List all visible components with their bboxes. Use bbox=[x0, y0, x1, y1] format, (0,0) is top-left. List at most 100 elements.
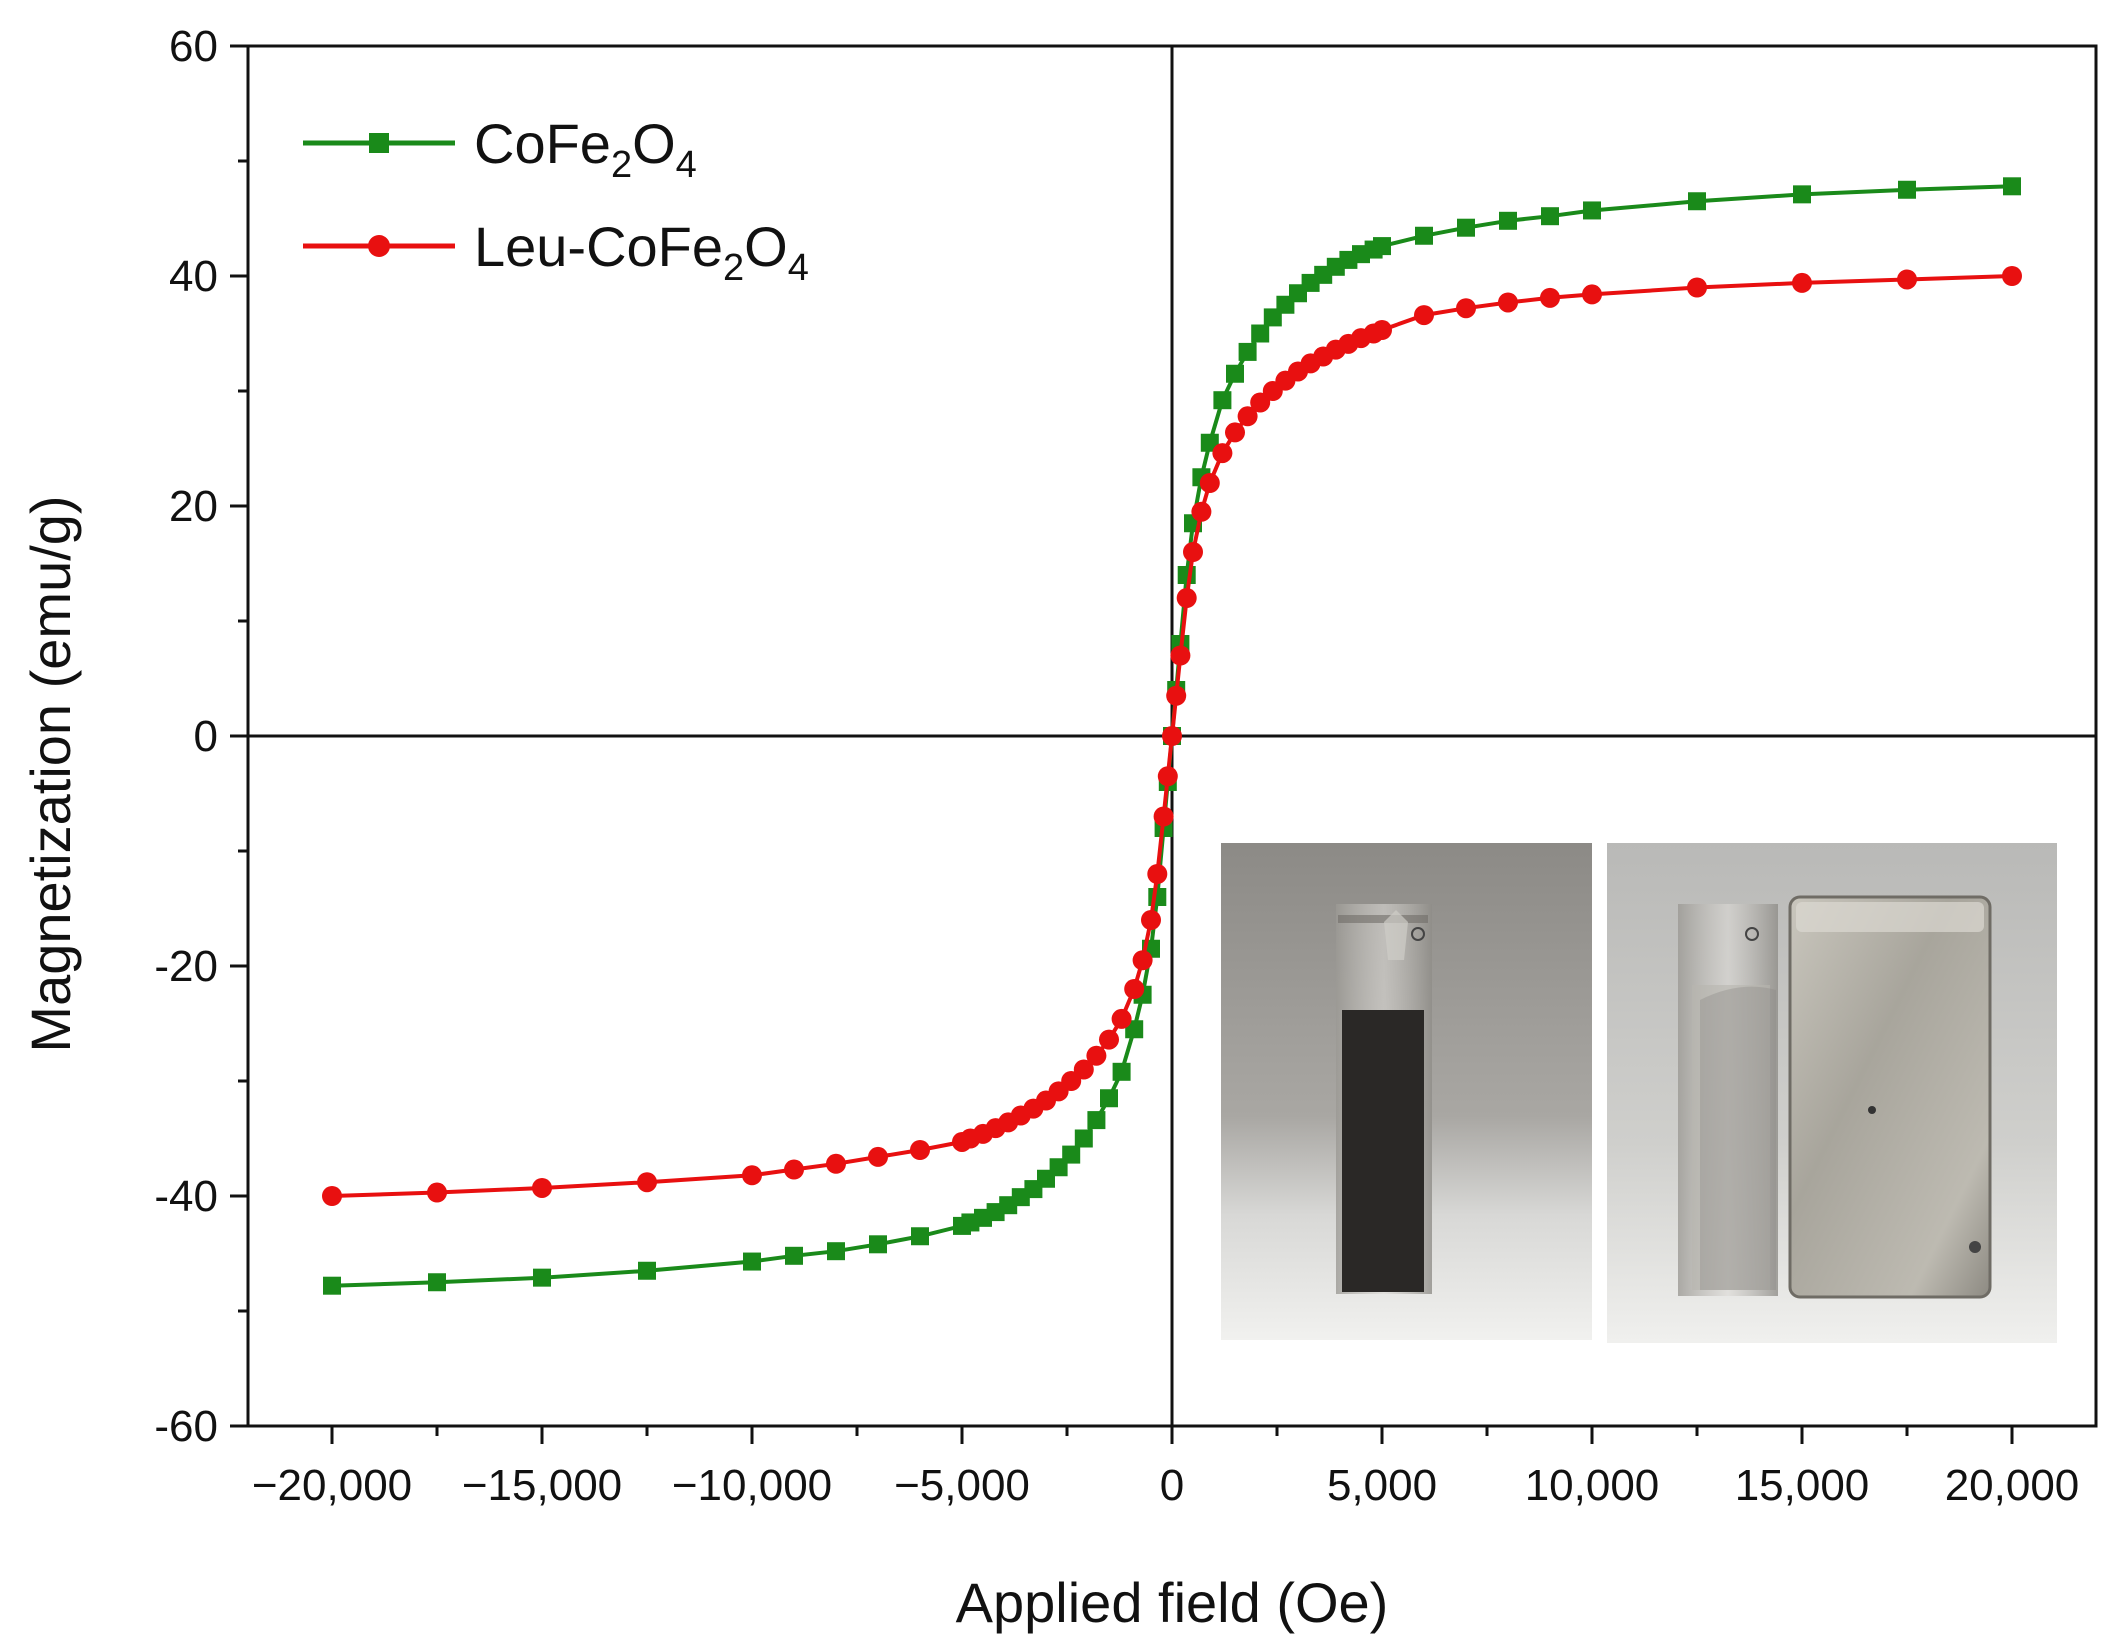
data-point bbox=[1238, 342, 1257, 361]
data-point bbox=[1147, 864, 1168, 884]
data-point bbox=[1166, 685, 1187, 706]
data-point bbox=[1414, 305, 1434, 326]
y-tick-label: -20 bbox=[154, 942, 218, 991]
legend-label-leu-cofe2o4: Leu-CoFe2O4 bbox=[474, 215, 809, 289]
data-point bbox=[1183, 542, 1203, 562]
data-point bbox=[1086, 1045, 1107, 1066]
data-point bbox=[868, 1146, 888, 1167]
data-point bbox=[1792, 272, 1812, 293]
series-leu-cofe2o4 bbox=[322, 266, 2022, 1206]
data-point bbox=[1251, 324, 1270, 343]
x-tick-label: 15,000 bbox=[1735, 1461, 1870, 1510]
data-point bbox=[826, 1153, 846, 1174]
data-point bbox=[1250, 392, 1271, 413]
legend-marker-cofe2o4 bbox=[369, 133, 389, 153]
data-point bbox=[322, 1186, 342, 1206]
x-tick-label: −5,000 bbox=[894, 1461, 1030, 1510]
data-point bbox=[2003, 177, 2021, 196]
inset-photos bbox=[1221, 843, 2057, 1343]
legend: CoFe2O4 Leu-CoFe2O4 bbox=[303, 112, 809, 289]
data-point bbox=[1499, 211, 1517, 230]
x-tick-label: −15,000 bbox=[462, 1461, 622, 1510]
data-point bbox=[1540, 287, 1560, 308]
data-point bbox=[1372, 320, 1392, 341]
data-point bbox=[532, 1177, 552, 1198]
y-axis-title: Magnetization (emu/g) bbox=[19, 495, 82, 1052]
data-point bbox=[1793, 185, 1811, 204]
data-point bbox=[1898, 180, 1916, 199]
data-point bbox=[1176, 588, 1197, 608]
y-tick-label: -40 bbox=[154, 1172, 218, 1221]
data-point bbox=[1457, 218, 1475, 237]
data-point bbox=[1687, 277, 1707, 298]
data-point bbox=[1074, 1129, 1093, 1148]
y-tick-label: 0 bbox=[194, 712, 218, 761]
cuvette-with-magnet-photo bbox=[1607, 843, 2057, 1343]
series-layer bbox=[322, 177, 2022, 1295]
data-point bbox=[1132, 950, 1153, 971]
data-point bbox=[1456, 298, 1476, 319]
x-tick-label: 5,000 bbox=[1327, 1461, 1437, 1510]
data-point bbox=[638, 1261, 656, 1280]
data-point bbox=[1153, 806, 1174, 827]
data-point bbox=[1073, 1059, 1094, 1080]
data-point bbox=[785, 1246, 803, 1265]
data-point bbox=[1688, 192, 1706, 211]
data-point bbox=[1099, 1029, 1119, 1050]
data-point bbox=[1141, 910, 1161, 930]
legend-label-cofe2o4: CoFe2O4 bbox=[474, 112, 697, 186]
data-point bbox=[1062, 1145, 1081, 1164]
y-tick-label: 20 bbox=[169, 482, 218, 531]
data-point bbox=[1583, 201, 1601, 220]
data-point bbox=[1087, 1111, 1106, 1130]
data-point bbox=[1112, 1062, 1131, 1081]
data-point bbox=[1237, 406, 1258, 427]
data-point bbox=[742, 1165, 762, 1186]
data-point bbox=[827, 1242, 845, 1261]
data-point bbox=[1498, 292, 1518, 313]
data-point bbox=[1541, 207, 1559, 226]
data-point bbox=[323, 1276, 341, 1295]
y-tick-label: 40 bbox=[169, 252, 218, 301]
x-tick-label: 0 bbox=[1160, 1461, 1184, 1510]
data-point bbox=[1415, 226, 1433, 245]
data-point bbox=[2002, 266, 2022, 286]
cuvette-dispersed-photo bbox=[1221, 843, 1592, 1340]
data-point bbox=[1111, 1008, 1132, 1029]
data-point bbox=[1100, 1089, 1118, 1108]
data-point bbox=[1582, 284, 1602, 305]
y-tick-label: -60 bbox=[154, 1402, 218, 1451]
data-point bbox=[911, 1227, 929, 1246]
x-axis-title: Applied field (Oe) bbox=[956, 1571, 1389, 1634]
data-point bbox=[533, 1268, 551, 1287]
data-point bbox=[1148, 888, 1167, 906]
data-point bbox=[1212, 443, 1233, 464]
x-tick-label: −20,000 bbox=[252, 1461, 412, 1510]
data-point bbox=[1061, 1071, 1082, 1091]
data-point bbox=[1226, 364, 1244, 383]
legend-marker-leu-cofe2o4 bbox=[368, 235, 390, 257]
legend-entry-cofe2o4: CoFe2O4 bbox=[303, 112, 697, 186]
data-point bbox=[637, 1172, 657, 1193]
data-point bbox=[910, 1140, 930, 1160]
data-point bbox=[428, 1273, 446, 1292]
legend-entry-leu-cofe2o4: Leu-CoFe2O4 bbox=[303, 215, 809, 289]
data-point bbox=[1170, 645, 1191, 666]
data-point bbox=[427, 1182, 447, 1203]
data-point bbox=[1213, 391, 1232, 410]
x-tick-label: −10,000 bbox=[672, 1461, 832, 1510]
data-point bbox=[1225, 422, 1245, 443]
x-tick-label: 10,000 bbox=[1525, 1461, 1660, 1510]
data-point bbox=[869, 1235, 887, 1254]
y-tick-label: 60 bbox=[169, 22, 218, 71]
data-point bbox=[1157, 766, 1178, 787]
axis-ticks bbox=[230, 44, 2014, 1444]
data-point bbox=[1162, 726, 1182, 746]
data-point bbox=[1897, 269, 1917, 290]
data-point bbox=[743, 1252, 761, 1271]
data-point bbox=[1124, 979, 1145, 999]
data-point bbox=[1199, 473, 1220, 493]
data-point bbox=[1373, 237, 1391, 256]
data-point bbox=[1191, 501, 1212, 522]
